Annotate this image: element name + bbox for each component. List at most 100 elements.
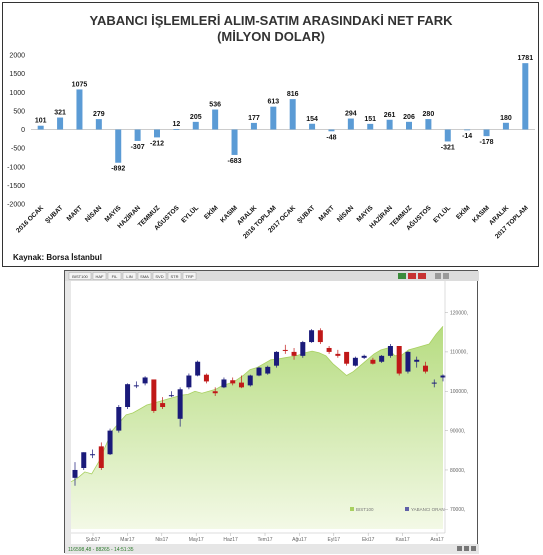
category-label: ŞUBAT: [296, 204, 316, 224]
candle: [422, 361, 428, 374]
y-tick-label: -1000: [7, 164, 25, 171]
time-tick-label: May17: [189, 537, 204, 543]
bar-value-label: -307: [131, 144, 145, 151]
status-icon-2[interactable]: [464, 546, 469, 551]
bar: [231, 129, 238, 155]
y-tick-label: 0: [21, 127, 25, 134]
candle: [379, 355, 385, 363]
candle: [370, 357, 376, 365]
time-tick-label: Eki17: [362, 537, 375, 543]
toolbar-button[interactable]: [167, 272, 182, 280]
toolbar-button[interactable]: [122, 272, 137, 280]
candle: [186, 373, 192, 390]
legend-swatch-foreign: [405, 507, 409, 511]
candle: [98, 442, 104, 470]
bar: [367, 123, 374, 130]
candle: [107, 428, 113, 456]
category-label: NİSAN: [335, 204, 355, 224]
candle: [125, 383, 131, 409]
bar: [483, 129, 490, 137]
bar-value-label: 206: [403, 114, 415, 121]
price-tick-label: 70000,: [450, 507, 465, 513]
bar: [134, 129, 141, 141]
bar-value-label: -321: [441, 144, 455, 151]
toolbar-green-button[interactable]: [398, 273, 406, 279]
candle: [177, 387, 183, 427]
candle: [317, 328, 323, 345]
toolbar-button[interactable]: [152, 272, 167, 280]
time-tick-label: Mar17: [120, 537, 134, 543]
legend-label-foreign: YABANCI ORAN: [411, 507, 445, 512]
toolbar-button[interactable]: [68, 272, 92, 280]
candle: [344, 351, 350, 366]
bar: [289, 99, 296, 130]
category-label: EKİM: [454, 204, 471, 221]
candle: [265, 365, 271, 375]
candle: [256, 366, 262, 377]
bar: [406, 121, 412, 130]
bar-chart-title-line1: YABANCI İŞLEMLERİ ALIM-SATIM ARASINDAKİ …: [89, 13, 453, 28]
toolbar-red-button[interactable]: [408, 273, 416, 279]
bar-value-label: -178: [480, 139, 494, 146]
candle: [335, 349, 341, 358]
category-label: MART: [318, 204, 336, 222]
toolbar-button[interactable]: [107, 272, 122, 280]
bar: [212, 109, 219, 130]
bar: [309, 123, 316, 130]
y-tick-label: -1500: [7, 183, 25, 190]
y-tick-label: 500: [13, 108, 25, 115]
legend-swatch-bist100: [350, 507, 354, 511]
foreign-ratio-line: [70, 326, 444, 483]
bar: [154, 129, 160, 138]
status-icon-1[interactable]: [457, 546, 462, 551]
toolbar-red-button-2[interactable]: [418, 273, 426, 279]
toolbar-option-button[interactable]: [435, 273, 441, 279]
toolbar-button-label: TRP: [186, 274, 194, 279]
bar: [192, 121, 199, 130]
candle: [247, 374, 253, 387]
candle: [274, 351, 280, 368]
toolbar-button[interactable]: [137, 272, 152, 280]
candle: [116, 405, 122, 433]
bar: [76, 89, 83, 130]
time-tick-label: Şub17: [86, 537, 101, 543]
candle: [326, 346, 332, 354]
chart-toolbar: [65, 271, 479, 281]
price-tick-label: 90000,: [450, 428, 465, 434]
candle: [352, 356, 358, 367]
candle: [230, 377, 236, 386]
time-tick-label: Ağu17: [292, 537, 307, 543]
bar-value-label: 279: [93, 111, 105, 118]
price-tick-label: 100000,: [450, 389, 468, 395]
bar: [328, 129, 335, 132]
bar: [95, 119, 102, 130]
bar-value-label: 180: [500, 115, 512, 122]
category-label: EYLÜL: [179, 203, 200, 224]
bar-value-label: 101: [35, 118, 47, 125]
bar: [250, 122, 257, 130]
y-tick-label: -2000: [7, 202, 25, 209]
toolbar-button-label: HAF: [96, 274, 105, 279]
y-tick-label: 1000: [9, 90, 25, 97]
toolbar-button-label: SVD: [155, 274, 163, 279]
bar-value-label: 294: [345, 111, 357, 118]
toolbar-button[interactable]: [92, 272, 107, 280]
bar-value-label: -892: [111, 166, 125, 173]
status-text: 116598,48 - 88265 - 14:51:35: [68, 547, 134, 553]
bar: [347, 118, 354, 130]
category-label: EYLÜL: [431, 203, 452, 224]
candle: [195, 360, 201, 377]
left-scroll-strip: [65, 281, 71, 544]
candlestick-chart-panel: BIST100 HAF FIL LIN SMA SVD STR TRP 120000, 1100…: [64, 270, 479, 554]
bar: [464, 129, 471, 131]
toolbar-button[interactable]: [182, 272, 197, 280]
category-label: NİSAN: [83, 204, 103, 224]
price-tick-label: 120000,: [450, 310, 468, 316]
bar: [37, 125, 44, 130]
status-icon-3[interactable]: [471, 546, 476, 551]
toolbar-option-button-2[interactable]: [443, 273, 449, 279]
bar-value-label: 205: [190, 114, 202, 121]
bar-value-label: 280: [423, 111, 435, 118]
bar-value-label: 1075: [72, 81, 88, 88]
toolbar-button-label: FIL: [112, 274, 119, 279]
